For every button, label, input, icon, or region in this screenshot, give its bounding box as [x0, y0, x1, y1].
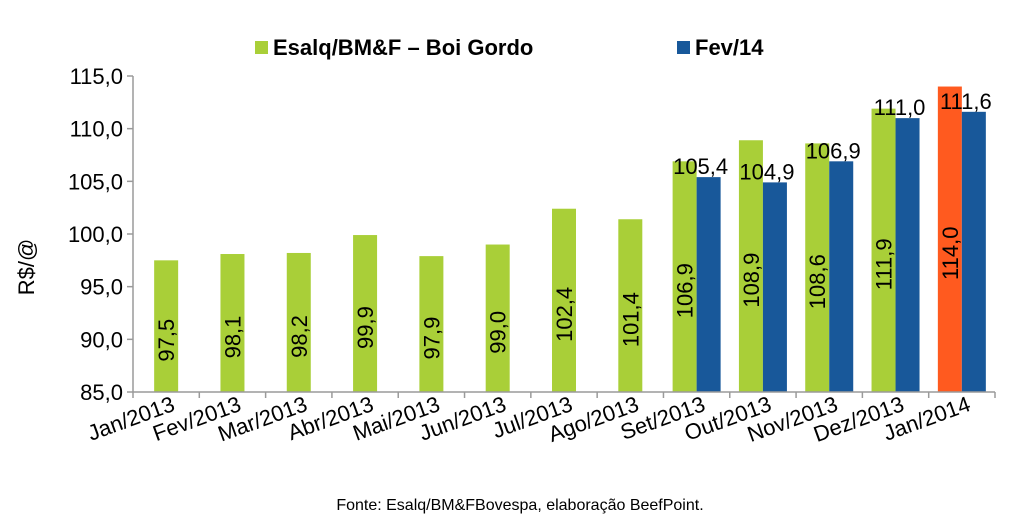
bars: 97,5 98,1 98,2 99,9 97,9 99,0 102,4 101,4 106,9 1… [154, 86, 992, 393]
data-label-boi-gordo: 101,4 [618, 292, 643, 347]
bar-boi-gordo [738, 140, 763, 392]
data-label-boi-gordo: 97,5 [154, 319, 179, 362]
data-label-boi-gordo: 102,4 [552, 287, 577, 342]
bar-fev14 [829, 161, 854, 392]
data-label-boi-gordo: 98,2 [287, 315, 312, 358]
bar-fev14 [762, 182, 787, 392]
bar-fev14 [961, 111, 986, 393]
legend-swatch-boi-gordo [255, 41, 268, 54]
bar-fev14 [696, 177, 721, 392]
bar-boi-gordo [353, 235, 378, 392]
data-label-fev14: 111,0 [874, 95, 926, 120]
y-tick-label: 90,0 [80, 327, 123, 352]
y-tick-label: 110,0 [70, 117, 123, 142]
bar-boi-gordo [618, 219, 643, 392]
bar-boi-gordo [672, 161, 697, 392]
x-axis-ticks: Jan/2013Fev/2013Mar/2013Abr/2013Mai/2013… [84, 391, 996, 447]
data-label-boi-gordo: 111,9 [872, 238, 897, 290]
data-label-boi-gordo: 108,6 [805, 254, 830, 309]
legend: Esalq/BM&F – Boi Gordo Fev/14 [255, 35, 764, 60]
data-label-fev14: 105,4 [673, 154, 728, 179]
data-label-boi-gordo: 99,9 [353, 306, 378, 349]
data-label-boi-gordo: 114,0 [938, 227, 963, 280]
bar-fev14 [895, 118, 920, 392]
y-axis-ticks: 85,0 90,0 95,0 100,0 105,0 110,0 115,0 [68, 64, 133, 405]
legend-label-fev14: Fev/14 [695, 35, 764, 60]
source-note: Fonte: Esalq/BM&FBovespa, elaboração Bee… [336, 497, 703, 514]
axes [132, 76, 995, 393]
bar-boi-gordo [286, 252, 311, 392]
y-tick-label: 105,0 [68, 169, 123, 194]
bar-boi-gordo [485, 244, 510, 392]
bar-boi-gordo [154, 260, 179, 392]
data-label-fev14: 104,9 [739, 159, 794, 184]
data-label-boi-gordo: 106,9 [673, 263, 698, 318]
bar-boi-gordo [552, 208, 576, 392]
bar-boi-gordo [419, 256, 444, 392]
legend-swatch-fev14 [677, 41, 690, 54]
y-axis-label: R$/@ [14, 239, 39, 296]
legend-label-boi-gordo: Esalq/BM&F – Boi Gordo [273, 35, 533, 60]
data-label-boi-gordo: 97,9 [419, 317, 444, 360]
data-label-boi-gordo: 108,9 [739, 253, 764, 308]
y-tick-label: 95,0 [80, 275, 123, 300]
bar-boi-gordo [937, 86, 962, 393]
y-tick-label: 85,0 [80, 380, 123, 405]
data-label-fev14: 111,6 [940, 89, 992, 114]
y-tick-label: 100,0 [68, 222, 123, 247]
data-label-boi-gordo: 98,1 [220, 316, 245, 359]
data-label-fev14: 106,9 [806, 138, 861, 163]
bar-boi-gordo [871, 108, 896, 393]
bar-boi-gordo [220, 254, 245, 392]
y-tick-label: 115,0 [70, 64, 123, 89]
data-label-boi-gordo: 99,0 [486, 311, 511, 354]
bar-boi-gordo [805, 143, 830, 392]
